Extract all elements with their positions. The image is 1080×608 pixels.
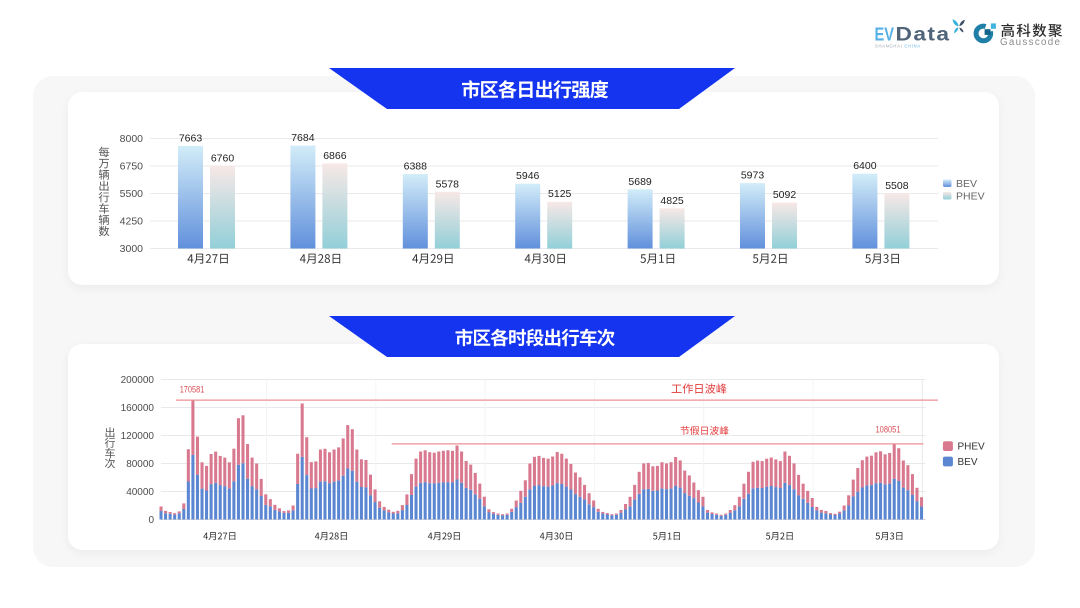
svg-text:170581: 170581 [180,385,205,396]
svg-text:120000: 120000 [121,431,155,442]
svg-text:PHEV: PHEV [958,442,986,453]
svg-text:BEV: BEV [956,178,977,190]
svg-text:5689: 5689 [628,176,652,188]
svg-text:5500: 5500 [120,188,144,200]
svg-text:5092: 5092 [773,189,797,201]
svg-text:160000: 160000 [121,403,155,414]
svg-text:6750: 6750 [120,161,144,173]
svg-text:Gausscode: Gausscode [1000,37,1061,48]
svg-text:5973: 5973 [741,170,765,182]
svg-text:5946: 5946 [516,170,540,182]
svg-text:4825: 4825 [660,195,684,207]
svg-text:5125: 5125 [548,188,572,200]
svg-text:6400: 6400 [853,160,877,172]
svg-text:6388: 6388 [404,161,428,173]
svg-text:SHANGHAI CHINA: SHANGHAI CHINA [875,44,921,49]
svg-text:BEV: BEV [958,457,978,468]
svg-text:4250: 4250 [120,216,144,228]
svg-text:108051: 108051 [876,424,901,435]
svg-text:EV: EV [875,25,895,45]
svg-text:6760: 6760 [211,152,235,164]
svg-text:5578: 5578 [436,178,460,190]
svg-text:3000: 3000 [120,243,144,255]
svg-text:6866: 6866 [323,150,347,162]
svg-text:PHEV: PHEV [956,191,985,203]
svg-text:7684: 7684 [291,132,315,144]
svg-text:80000: 80000 [126,459,154,470]
svg-text:8000: 8000 [120,133,144,145]
svg-text:7663: 7663 [179,132,203,144]
svg-text:Data: Data [896,24,951,46]
svg-text:5508: 5508 [885,180,909,192]
svg-text:40000: 40000 [126,487,154,498]
svg-text:200000: 200000 [121,375,155,386]
svg-text:0: 0 [148,515,154,526]
